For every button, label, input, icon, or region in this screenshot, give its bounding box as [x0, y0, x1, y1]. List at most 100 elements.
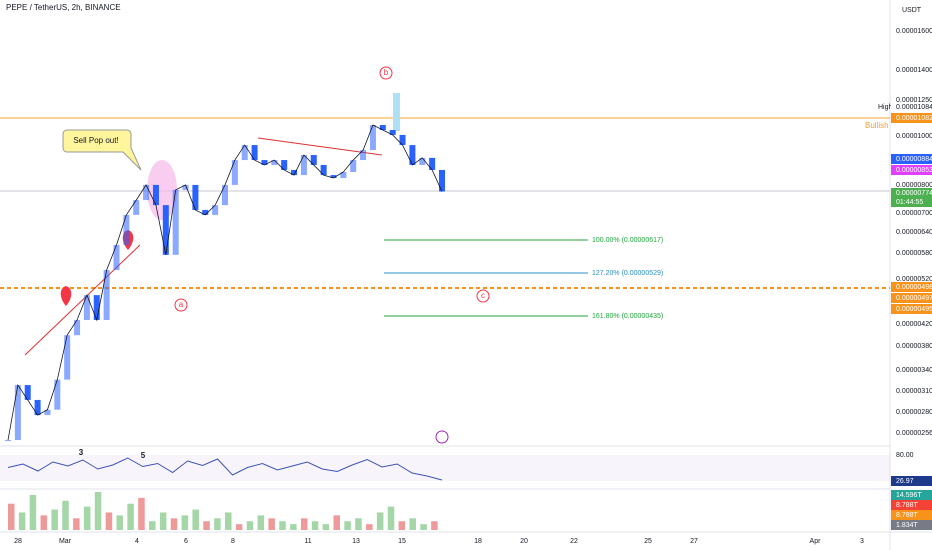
- candle: [281, 160, 288, 170]
- price-badge-text: 26.97: [896, 478, 914, 485]
- candle: [291, 169, 298, 176]
- volume-bar: [322, 524, 330, 530]
- volume-bar: [398, 521, 406, 530]
- date-label: 4: [135, 538, 139, 545]
- volume-bar: [116, 515, 124, 530]
- price-badge-text: 14.596T: [896, 492, 922, 499]
- fib-label: 100.00% (0.00000617): [592, 237, 663, 244]
- date-label: 20: [520, 538, 528, 545]
- wave-circle: [476, 289, 490, 303]
- volume-bar: [225, 512, 232, 530]
- volume-bar: [40, 515, 48, 530]
- volume-bar: [420, 524, 427, 530]
- bullish-label: Bullish: [865, 121, 889, 130]
- candle: [192, 184, 199, 210]
- candle: [360, 150, 367, 161]
- price-label: 0.00000700: [896, 210, 932, 217]
- date-label: 13: [352, 538, 360, 545]
- candle: [74, 319, 81, 336]
- candle: [340, 172, 347, 178]
- price-badge: [891, 282, 932, 292]
- volume-bar: [333, 515, 341, 530]
- candle: [429, 157, 436, 170]
- price-badge-text: 01:44:55: [896, 199, 923, 206]
- volume-bar: [376, 512, 384, 530]
- price-badge-text: 8.788T: [896, 512, 919, 519]
- volume-bar: [290, 524, 297, 530]
- price-badge: [891, 165, 932, 175]
- price-badge-text: 0.00000498: [896, 284, 932, 291]
- price-badge: [891, 476, 932, 486]
- candle: [389, 130, 396, 135]
- date-label: 28: [14, 538, 22, 545]
- volume-bar: [170, 518, 178, 530]
- event-icon[interactable]: [435, 430, 449, 444]
- volume-bar: [8, 503, 15, 530]
- volume-bar: [311, 521, 319, 530]
- price-badge: [891, 490, 932, 500]
- volume-bar: [94, 492, 102, 530]
- volume-bar: [51, 509, 58, 530]
- candle: [300, 155, 307, 176]
- candle: [330, 175, 337, 178]
- date-label: 11: [304, 538, 311, 545]
- candle: [231, 160, 238, 185]
- candle: [103, 269, 110, 320]
- price-badge-text: 0.00000884: [896, 156, 932, 163]
- volume-bar: [181, 515, 189, 530]
- wave-label: c: [481, 291, 485, 300]
- price-badge: [891, 113, 932, 123]
- candle: [133, 200, 140, 215]
- price-label: 0.00000640: [896, 229, 932, 236]
- wave-label: a: [179, 300, 184, 309]
- price-label: 0.00000800: [896, 182, 932, 189]
- highlight: [393, 93, 400, 131]
- price-badge-text: 1.834T: [896, 522, 919, 529]
- volume-bar: [387, 506, 395, 530]
- volume-bar: [355, 518, 362, 530]
- trend-line: [24, 244, 141, 356]
- price-label: 0.00000520: [896, 276, 932, 283]
- price-label: 0.00000280: [896, 409, 932, 416]
- candle: [54, 379, 61, 410]
- price-badge-text: 0.00001082: [896, 115, 932, 122]
- candle: [14, 385, 21, 441]
- volume-bar: [149, 521, 156, 530]
- callout-text: Sell Pop out!: [73, 136, 118, 145]
- price-label: 0.00001400: [896, 67, 932, 74]
- candle: [123, 214, 130, 245]
- price-label: 0.00001000: [896, 133, 932, 140]
- candle: [34, 399, 41, 416]
- price-badge-text: 0.00000853: [896, 167, 932, 174]
- price-label: 0.00001250: [896, 97, 932, 104]
- candle: [83, 295, 90, 320]
- price-label: 0.00000380: [896, 343, 932, 350]
- candle: [320, 164, 327, 176]
- candle: [172, 189, 179, 255]
- price-badge: [891, 188, 932, 198]
- volume-bar: [257, 515, 265, 530]
- date-label: Mar: [59, 538, 72, 545]
- price-badge: [891, 520, 932, 530]
- volume-bar: [192, 509, 199, 530]
- volume-bar: [268, 518, 275, 530]
- volume-bar: [246, 521, 254, 530]
- candle: [113, 244, 120, 270]
- volume-bar: [279, 521, 286, 530]
- date-label: 8: [231, 538, 235, 545]
- candle: [409, 145, 416, 165]
- price-badge-text: 0.00001084: [896, 104, 932, 111]
- price-label: 0.00000580: [896, 250, 932, 257]
- date-label: 3: [860, 538, 864, 545]
- price-label: 0.00000310: [896, 388, 932, 395]
- candle: [379, 125, 386, 131]
- count-label: 3: [79, 448, 84, 457]
- price-badge-text: 8.788T: [896, 502, 919, 509]
- candle: [212, 205, 219, 215]
- volume-bar: [127, 503, 134, 530]
- volume-bar: [62, 500, 69, 530]
- volume-bar: [138, 497, 145, 530]
- price-badge: [891, 197, 932, 207]
- wave-circle: [174, 298, 188, 312]
